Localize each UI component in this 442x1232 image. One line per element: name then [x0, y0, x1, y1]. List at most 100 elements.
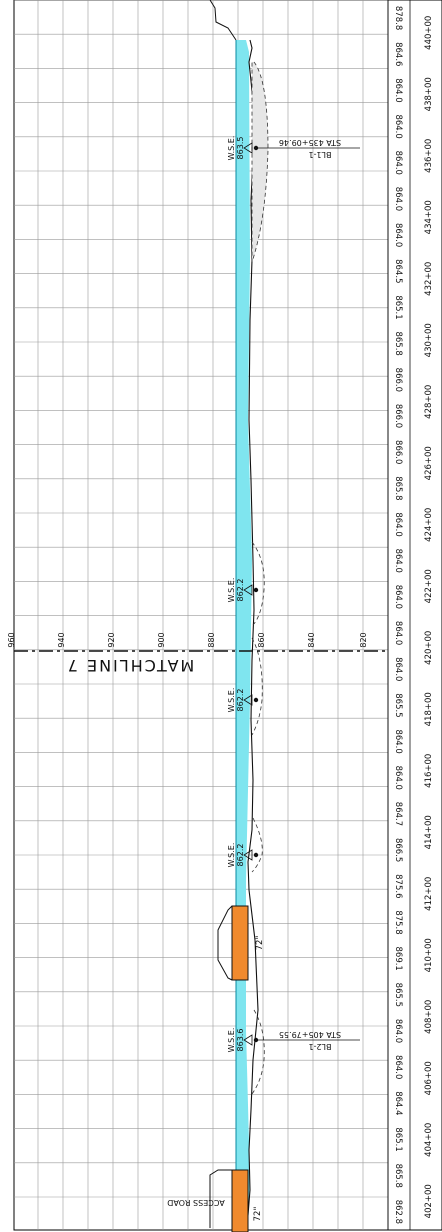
elevation-axis-label: 900 [157, 632, 166, 647]
ground-elevation: 864.0 [393, 657, 403, 681]
station-label: 422+00 [424, 569, 434, 603]
wse-value: 862.2 [236, 844, 245, 867]
ground-elevation: 866.0 [393, 368, 403, 392]
wse-label: W.S.E. [227, 1028, 236, 1053]
callout-bl2: STA 405+79.55 BL2-1 [256, 1030, 360, 1051]
station-label: 402+00 [424, 1184, 434, 1218]
station-label: 408+00 [424, 1000, 434, 1034]
station-label: 426+00 [424, 446, 434, 480]
ground-elevation: 865.8 [393, 332, 403, 356]
ground-elevation: 864.0 [393, 1019, 403, 1043]
ground-elevation: 864.0 [393, 585, 403, 609]
wse-label: W.S.E. [227, 843, 236, 868]
ground-elevation: 864.6 [393, 42, 403, 66]
scour-dip-4 [251, 1009, 265, 1095]
wse-label: W.S.E. [227, 688, 236, 713]
ground-elevation: 865.8 [393, 476, 403, 500]
scour-dip-3 [251, 817, 263, 873]
station-label: 436+00 [424, 139, 434, 173]
ground-elevation: 865.1 [393, 1127, 403, 1151]
station-label: 434+00 [424, 200, 434, 234]
station-label: 424+00 [424, 508, 434, 542]
station-label: 404+00 [424, 1123, 434, 1157]
ground-elevation: 865.8 [393, 1164, 403, 1188]
station-label: 418+00 [424, 692, 434, 726]
elevation-axis-label: 920 [107, 632, 116, 647]
culvert-embankment-mid [217, 905, 233, 981]
wse-value: 862.2 [236, 579, 245, 602]
ground-elevation: 864.0 [393, 1055, 403, 1079]
ground-elevation: 875.6 [393, 874, 403, 898]
access-road-label: ACCESS ROAD [167, 1198, 225, 1207]
ground-elevation: 865.1 [393, 295, 403, 319]
ground-elevation: 864.7 [393, 802, 403, 826]
matchline-label: MATCHLINE 7 [66, 656, 195, 675]
grid [14, 0, 411, 1230]
station-label: 414+00 [424, 815, 434, 849]
station-label: 420+00 [424, 631, 434, 665]
wse-label: W.S.E. [227, 578, 236, 603]
access-road-line [209, 1169, 232, 1228]
ground-elevation: 864.0 [393, 512, 403, 536]
wse-value: 863.6 [236, 1029, 245, 1052]
ground-elevation: 864.0 [393, 223, 403, 247]
wse-dot [253, 587, 259, 593]
elevation-axis-label: 860 [257, 632, 266, 647]
culvert-label-mid: 72" [255, 936, 265, 951]
wse-label: W.S.E. [227, 136, 236, 161]
ground-elevation: 866.0 [393, 404, 403, 428]
callout-bl2-id: BL2-1 [308, 1042, 331, 1051]
elevation-axis-label: 840 [307, 632, 316, 647]
ground-elevation: 869.1 [393, 947, 403, 971]
ground-elevation: 864.0 [393, 549, 403, 573]
wse-markers: W.S.E. 863.6W.S.E. 862.2W.S.E. 862.2W.S.E. 8… [227, 136, 259, 1053]
wse-triangle [243, 584, 253, 596]
station-label: 406+00 [424, 1061, 434, 1095]
station-label: 432+00 [424, 262, 434, 296]
scour-dip-1 [251, 541, 265, 626]
ground-elevation: 864.0 [393, 151, 403, 175]
ground-elevation: 864.4 [393, 1091, 403, 1115]
culvert-label-bottom: 72" [253, 1207, 263, 1222]
top-ground-line [209, 0, 237, 41]
ground-elevation: 875.8 [393, 910, 403, 934]
ground-elevation: 864.5 [393, 259, 403, 283]
ground-elevation: 865.5 [393, 983, 403, 1007]
callout-bl2-sta: STA 405+79.55 [279, 1030, 341, 1039]
station-label: 438+00 [424, 77, 434, 111]
station-label: 416+00 [424, 754, 434, 788]
wse-triangle [243, 1034, 253, 1046]
scour-dip-2 [251, 637, 263, 736]
station-label: 430+00 [424, 323, 434, 357]
wse-dot [253, 697, 259, 703]
ground-elevation: 864.0 [393, 766, 403, 790]
wse-triangle [243, 694, 253, 706]
station-label: 410+00 [424, 938, 434, 972]
ground-elevation: 878.8 [393, 6, 403, 30]
ground-elevation: 866.5 [393, 838, 403, 862]
elevation-axis-label: 880 [207, 632, 216, 647]
ground-elevation: 864.0 [393, 187, 403, 211]
scour-hole-bl1 [251, 61, 269, 263]
ground-elevation: 864.0 [393, 729, 403, 753]
culvert-72-mid [231, 905, 249, 981]
ground-elevation: 862.8 [393, 1200, 403, 1224]
callout-bl1-id: BL1-1 [308, 150, 331, 159]
elevation-axis: 960 940 920 900 880 860 840 820 [7, 632, 368, 647]
wse-triangle [243, 142, 253, 154]
callout-bl1-sta: STA 435+09.46 [279, 138, 341, 147]
wse-value: 862.2 [236, 689, 245, 712]
callout-bl1: STA 435+09.46 BL1-1 [256, 138, 360, 159]
ground-elevation: 864.0 [393, 78, 403, 102]
wse-dot [253, 852, 259, 858]
elevation-axis-label: 960 [7, 632, 16, 647]
ground-elevation: 864.0 [393, 621, 403, 645]
elevation-table: 862.8 865.8 865.1 864.4 864.0 864.0 865.5 869.1… [393, 6, 403, 1224]
culvert-72-bottom [231, 1169, 249, 1232]
wse-value: 863.5 [236, 137, 245, 160]
sheet-frame [13, 0, 442, 1231]
station-label: 428+00 [424, 385, 434, 419]
station-label: 412+00 [424, 877, 434, 911]
station-labels: 402+00 404+00 406+00 408+00 410+00 412+00 414+… [424, 16, 434, 1219]
